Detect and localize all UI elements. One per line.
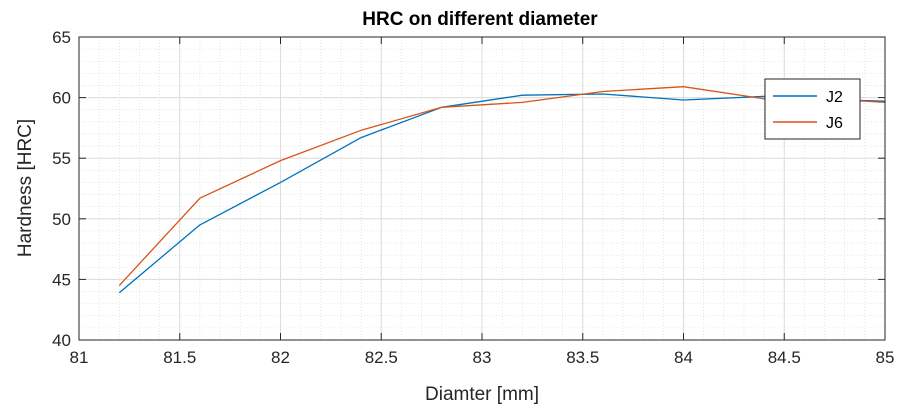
legend: J2 J6 [764,78,861,140]
x-tick-label: 82 [271,348,290,367]
y-tick-label: 55 [52,149,71,168]
chart-title: HRC on different diameter [362,9,598,30]
x-tick-label: 83 [473,348,492,367]
legend-label-j2: J2 [826,89,843,106]
x-axis-label: Diamter [mm] [425,384,539,405]
x-tick-label: 82.5 [365,348,398,367]
legend-box [764,78,861,140]
legend-label-j6: J6 [826,115,843,132]
x-tick-label: 81 [70,348,89,367]
x-tick-label: 85 [876,348,895,367]
y-tick-label: 50 [52,210,71,229]
x-tick-label: 83.5 [566,348,599,367]
y-tick-label: 60 [52,89,71,108]
y-tick-label: 65 [52,28,71,47]
x-tick-label: 84 [674,348,693,367]
y-tick-label: 40 [52,331,71,350]
axis-ticks [78,36,886,341]
x-tick-label: 84.5 [768,348,801,367]
y-tick-label: 45 [52,270,71,289]
tick-labels: 81 81.5 82 82.5 83 83.5 84 84.5 85 40 45 50 55 60 65 [52,28,894,367]
y-axis-label: Hardness [HRC] [15,119,36,257]
x-tick-label: 81.5 [163,348,196,367]
